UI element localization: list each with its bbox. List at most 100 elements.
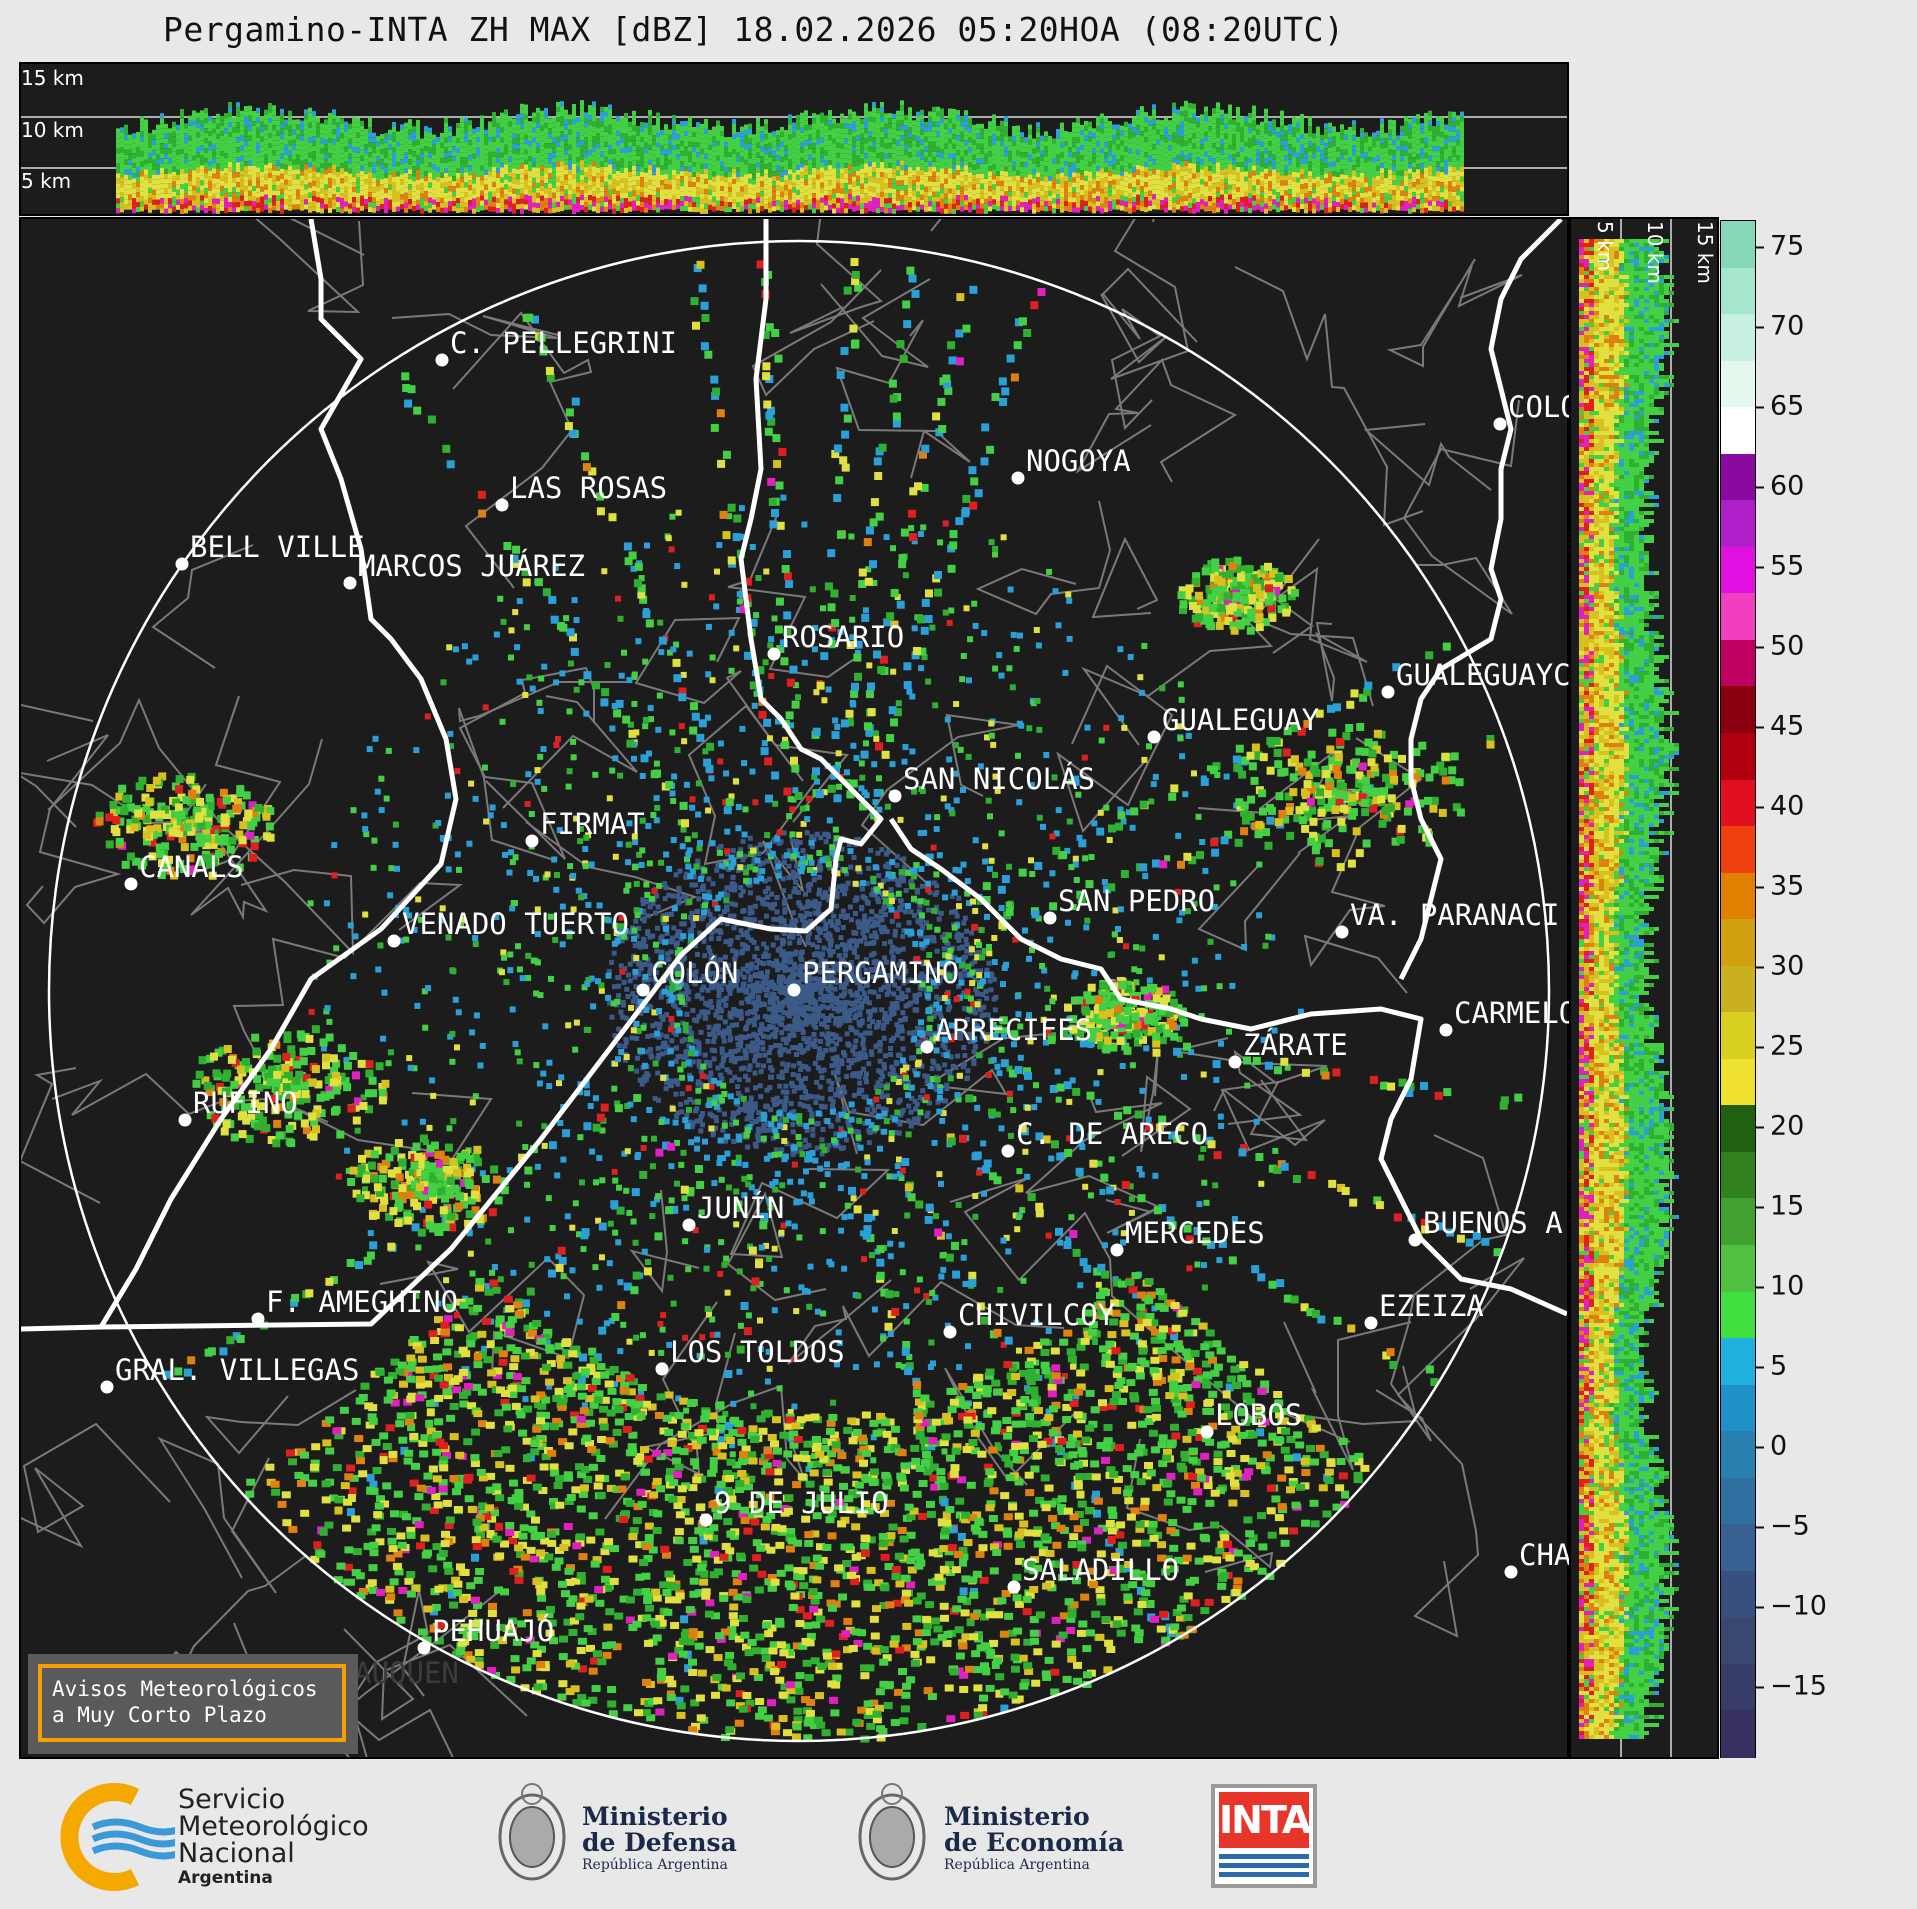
- inta-stripe-3: [1219, 1872, 1309, 1877]
- boundary-line: [1173, 1037, 1328, 1125]
- city-label: SAN PEDRO: [1058, 884, 1215, 918]
- boundary-line: [190, 738, 323, 921]
- boundary-line: [21, 1067, 101, 1204]
- city-marker: [682, 1218, 696, 1232]
- city-marker: [699, 1513, 713, 1527]
- height-label-v-10km: 10 km: [1643, 221, 1667, 284]
- colorbar-segment: [1721, 314, 1755, 362]
- city-marker: [1504, 1565, 1518, 1579]
- city-label: F. AMEGHINO: [266, 1285, 458, 1319]
- boundary-line: [1101, 267, 1198, 431]
- city-marker: [1001, 1144, 1015, 1158]
- boundary-line: [1283, 1321, 1412, 1471]
- notice-inner[interactable]: Avisos Meteorológicos a Muy Corto Plazo: [38, 1664, 346, 1742]
- colorbar-segment: [1721, 1198, 1755, 1246]
- economia-line2: de Economía: [944, 1830, 1124, 1856]
- height-label-5km: 5 km: [21, 169, 71, 193]
- footer-logos: Servicio Meteorológico Nacional Argentin…: [0, 1760, 1917, 1909]
- colorbar-segment: [1721, 1710, 1755, 1758]
- smn-line1: Servicio: [178, 1786, 369, 1813]
- inta-logo: INTA: [1211, 1784, 1317, 1888]
- colorbar-segment: [1721, 1617, 1755, 1665]
- city-label: GUALEGUAY: [1162, 703, 1319, 737]
- city-marker: [943, 1325, 957, 1339]
- city-marker: [767, 647, 781, 661]
- boundary-line: [751, 269, 882, 397]
- city-label: VENADO TUERTO: [402, 907, 629, 941]
- colorbar-segment: [1721, 1105, 1755, 1153]
- colorbar-segment: [1721, 965, 1755, 1013]
- colorbar-segment: [1721, 872, 1755, 920]
- city-marker: [1381, 685, 1395, 699]
- smn-line3: Nacional: [178, 1840, 369, 1867]
- city-marker: [1228, 1055, 1242, 1069]
- city-marker: [178, 1113, 192, 1127]
- boundary-line: [1363, 423, 1492, 491]
- boundary-line: [157, 1436, 277, 1594]
- height-label-v-15km: 15 km: [1693, 221, 1717, 284]
- height-label-15km: 15 km: [21, 66, 84, 90]
- colorbar-tick-label: 35: [1756, 871, 1804, 902]
- colorbar-segment: [1721, 733, 1755, 781]
- city-marker: [1408, 1233, 1422, 1247]
- city-label: C. DE ARECO: [1016, 1117, 1208, 1151]
- city-marker: [787, 983, 801, 997]
- economia-line3: República Argentina: [944, 1856, 1124, 1874]
- colorbar-ticks: 75 70 65 60 55 50 45 40 35 30 25 20 15 10 5 0 −5 −10 −15: [1756, 220, 1876, 1758]
- colorbar-segment: [1721, 221, 1755, 269]
- city-marker: [495, 498, 509, 512]
- colorbar-segment: [1721, 360, 1755, 408]
- boundary-line: [204, 1389, 357, 1455]
- city-label: ZÁRATE: [1243, 1028, 1348, 1062]
- colorbar-segment: [1721, 1151, 1755, 1200]
- notice-box[interactable]: Avisos Meteorológicos a Muy Corto Plazo: [28, 1654, 358, 1754]
- colorbar-segment: [1721, 826, 1755, 874]
- city-label: ARRECIFES: [935, 1013, 1092, 1047]
- height-label-10km: 10 km: [21, 118, 84, 142]
- city-label: JUNÍN: [697, 1191, 784, 1225]
- smn-line2: Meteorológico: [178, 1813, 369, 1840]
- boundary-line: [1125, 1438, 1274, 1573]
- city-marker: [1011, 471, 1025, 485]
- radar-map-panel[interactable]: C. PELLEGRINI LAS ROSAS NOGOYA BELL VILLE MA…: [19, 217, 1578, 1759]
- boundary-line: [25, 734, 122, 925]
- economia-line1: Ministerio: [944, 1804, 1124, 1830]
- colorbar-tick-label: 20: [1756, 1111, 1804, 1142]
- defensa-line3: República Argentina: [582, 1856, 737, 1874]
- colorbar-tick-label: 30: [1756, 951, 1804, 982]
- city-label: C. PELLEGRINI: [450, 326, 677, 360]
- radar-echoes: [93, 258, 1523, 1743]
- colorbar-segment: [1721, 500, 1755, 548]
- economia-logo-text: Ministerio de Economía República Argenti…: [944, 1804, 1124, 1874]
- city-marker: [1200, 1425, 1214, 1439]
- city-label: CHIVILCOY: [958, 1298, 1115, 1332]
- city-marker: [251, 1312, 265, 1326]
- city-label: COLÓN: [651, 956, 738, 990]
- notice-line1: Avisos Meteorológicos: [52, 1676, 332, 1702]
- boundary-line: [1213, 1079, 1326, 1152]
- city-marker: [417, 1641, 431, 1655]
- colorbar-segment: [1721, 1245, 1755, 1293]
- city-label: LOBOS: [1215, 1398, 1302, 1432]
- city-label: BUENOS A: [1423, 1206, 1563, 1240]
- city-marker: [1439, 1023, 1453, 1037]
- city-marker: [655, 1362, 669, 1376]
- city-label: CARMELO: [1454, 996, 1576, 1030]
- boundary-line: [1100, 219, 1190, 380]
- city-marker: [1147, 730, 1161, 744]
- colorbar-segment: [1721, 453, 1755, 501]
- boundary-line: [502, 695, 638, 809]
- colorbar-tick-label: 45: [1756, 711, 1804, 742]
- colorbar-segment: [1721, 1012, 1755, 1060]
- city-marker: [100, 1380, 114, 1394]
- colorbar-segment: [1721, 1524, 1755, 1572]
- colorbar-tick-label: 70: [1756, 311, 1804, 342]
- boundary-line: [1375, 1134, 1508, 1442]
- colorbar-segment: [1721, 1431, 1755, 1479]
- chart-title: Pergamino-INTA ZH MAX [dBZ] 18.02.2026 0…: [0, 10, 1917, 49]
- colorbar-segment: [1721, 1338, 1755, 1386]
- city-marker: [1493, 417, 1507, 431]
- colorbar-tick-label: 65: [1756, 391, 1804, 422]
- colorbar-tick-label: 40: [1756, 791, 1804, 822]
- colorbar-tick-label: 15: [1756, 1191, 1804, 1222]
